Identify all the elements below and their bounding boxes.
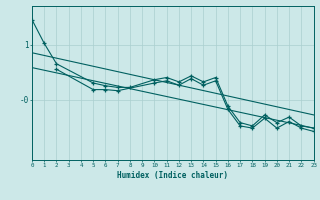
X-axis label: Humidex (Indice chaleur): Humidex (Indice chaleur): [117, 171, 228, 180]
